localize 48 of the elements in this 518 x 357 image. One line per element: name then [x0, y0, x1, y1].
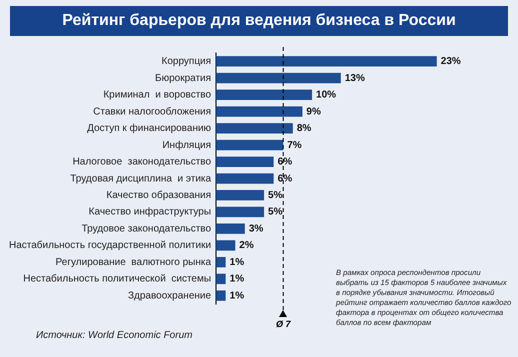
y-tick-label: Ставки налогообложения — [93, 106, 212, 118]
bar — [216, 123, 293, 134]
data-label: 1% — [230, 256, 244, 268]
bar — [216, 190, 264, 200]
bar — [216, 240, 236, 251]
y-tick-label: Бюрократия — [155, 72, 212, 84]
data-label: 5% — [268, 190, 283, 201]
y-tick-label: Здравоохранение — [128, 290, 212, 302]
bar — [216, 56, 437, 67]
y-tick-label: Регулирование валютного рынка — [56, 256, 212, 268]
bar — [216, 72, 341, 84]
bar — [216, 106, 302, 117]
y-tick-label: Криминал и воровство — [103, 90, 212, 101]
data-label: 1% — [230, 274, 244, 285]
bar — [216, 173, 274, 184]
data-label: 9% — [306, 106, 321, 118]
bar — [216, 274, 226, 284]
bar — [216, 140, 284, 150]
y-tick-label: Доступ к финансированию — [87, 123, 212, 134]
y-tick-label: Нестабильность политической системы — [23, 274, 212, 285]
bar — [216, 156, 274, 167]
data-label: 3% — [248, 223, 264, 234]
y-tick-label: Налоговое законодательство — [72, 156, 212, 168]
y-tick-label: Качество образования — [106, 190, 212, 201]
y-tick-label: Инфляция — [162, 140, 212, 151]
y-tick-label: Трудовая дисциплина и этика — [70, 173, 212, 184]
data-label: 10% — [316, 90, 336, 101]
text: Источник: World Economic Forum — [36, 330, 192, 341]
data-label: 6% — [278, 173, 292, 184]
data-label: 7% — [287, 140, 302, 151]
y-tick-label: Качество инфраструктуры — [88, 206, 212, 218]
data-label: 1% — [230, 290, 244, 302]
data-label: 13% — [344, 72, 365, 84]
data-label: 6% — [278, 156, 292, 168]
chart-title: Рейтинг барьеров для ведения бизнеса в России — [10, 6, 508, 36]
bar — [216, 290, 226, 301]
ref-line-label: Ø 7 — [276, 318, 292, 329]
data-label: 2% — [239, 240, 254, 252]
bar — [216, 90, 312, 100]
y-tick-label: Настабильность государственной политики — [8, 240, 212, 252]
data-label: 23% — [440, 56, 461, 68]
bar — [216, 206, 264, 218]
data-label: 8% — [296, 123, 312, 134]
y-tick-label: Трудовое законодательство — [82, 223, 212, 234]
y-tick-label: Коррупция — [162, 56, 212, 68]
bar — [216, 224, 245, 234]
bar — [216, 256, 226, 268]
data-label: 5% — [268, 206, 283, 218]
